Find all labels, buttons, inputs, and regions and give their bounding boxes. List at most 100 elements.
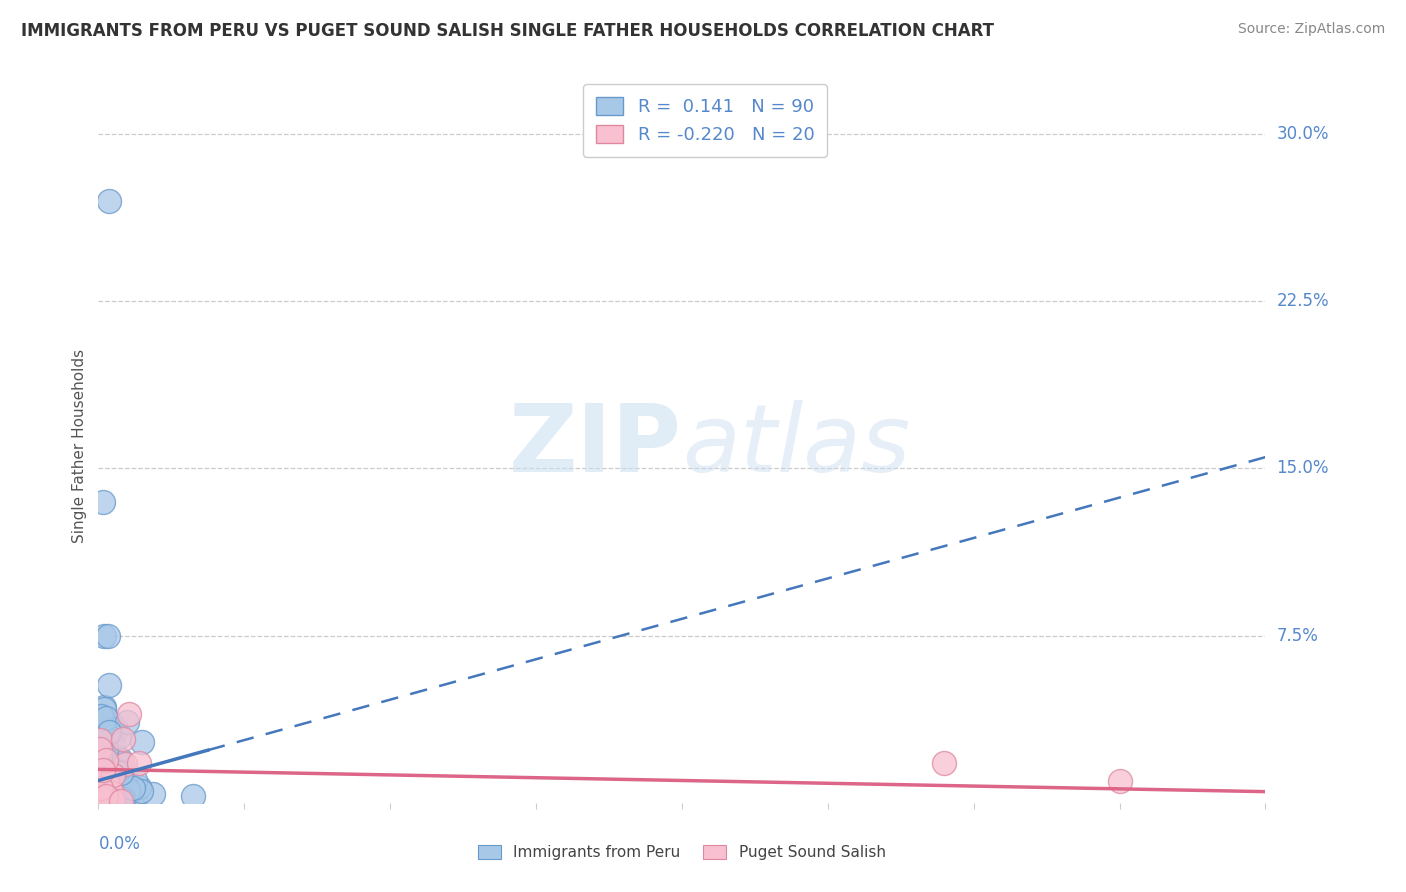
Point — [115, 714, 138, 729]
Point — [96, 783, 118, 797]
Text: 7.5%: 7.5% — [1277, 626, 1319, 645]
Text: 15.0%: 15.0% — [1277, 459, 1329, 477]
Point — [101, 768, 124, 782]
Point — [103, 737, 125, 751]
Point — [101, 786, 124, 800]
Point — [131, 735, 153, 749]
Point — [110, 785, 132, 799]
Point — [96, 753, 118, 767]
Point — [100, 715, 122, 730]
Point — [90, 780, 112, 795]
Point — [89, 779, 111, 793]
Point — [118, 706, 141, 721]
Point — [114, 756, 136, 771]
Point — [934, 756, 956, 770]
Point — [94, 780, 117, 795]
Point — [107, 730, 129, 744]
Point — [90, 789, 112, 804]
Point — [120, 784, 142, 798]
Point — [97, 628, 120, 642]
Point — [90, 791, 112, 805]
Point — [93, 794, 115, 808]
Point — [91, 789, 114, 803]
Point — [93, 768, 115, 782]
Point — [103, 767, 125, 781]
Point — [89, 786, 111, 800]
Point — [111, 732, 134, 747]
Point — [93, 794, 115, 808]
Point — [96, 786, 118, 800]
Point — [128, 756, 150, 770]
Text: 30.0%: 30.0% — [1277, 125, 1329, 143]
Point — [100, 774, 122, 789]
Point — [93, 702, 115, 716]
Y-axis label: Single Father Households: Single Father Households — [72, 349, 87, 543]
Point — [89, 764, 111, 779]
Point — [89, 786, 111, 800]
Point — [98, 725, 121, 739]
Point — [91, 753, 114, 767]
Point — [105, 750, 128, 764]
Point — [112, 774, 135, 789]
Point — [89, 747, 111, 761]
Text: 22.5%: 22.5% — [1277, 292, 1329, 310]
Point — [124, 794, 146, 808]
Point — [91, 790, 114, 805]
Point — [96, 777, 118, 791]
Point — [89, 732, 111, 747]
Point — [90, 708, 112, 723]
Point — [91, 779, 114, 793]
Point — [93, 699, 115, 714]
Point — [98, 794, 121, 808]
Point — [94, 767, 117, 781]
Point — [107, 793, 129, 807]
Point — [94, 789, 117, 803]
Point — [96, 743, 118, 757]
Point — [110, 766, 132, 780]
Point — [98, 721, 121, 735]
Point — [131, 783, 153, 797]
Point — [96, 792, 118, 806]
Point — [98, 792, 121, 806]
Point — [96, 772, 118, 787]
Point — [89, 742, 111, 756]
Point — [110, 794, 132, 808]
Point — [114, 765, 136, 780]
Point — [93, 751, 115, 765]
Point — [112, 792, 135, 806]
Point — [90, 794, 112, 808]
Point — [103, 775, 125, 789]
Point — [96, 769, 118, 783]
Point — [89, 794, 111, 808]
Point — [94, 711, 117, 725]
Point — [100, 782, 122, 797]
Point — [121, 781, 143, 796]
Point — [108, 779, 131, 793]
Point — [93, 784, 115, 798]
Point — [94, 786, 117, 800]
Point — [142, 787, 165, 801]
Point — [98, 764, 121, 779]
Point — [98, 781, 121, 796]
Text: 0.0%: 0.0% — [98, 835, 141, 853]
Point — [117, 782, 139, 797]
Point — [90, 790, 112, 805]
Point — [94, 777, 117, 791]
Point — [96, 783, 118, 797]
Point — [91, 756, 114, 770]
Point — [91, 763, 114, 777]
Point — [105, 764, 128, 779]
Point — [97, 194, 120, 208]
Point — [90, 785, 112, 799]
Point — [89, 786, 111, 800]
Point — [1108, 773, 1130, 788]
Point — [181, 789, 204, 804]
Point — [91, 761, 114, 775]
Point — [89, 793, 111, 807]
Point — [96, 794, 118, 808]
Text: Source: ZipAtlas.com: Source: ZipAtlas.com — [1237, 22, 1385, 37]
Point — [97, 678, 120, 692]
Text: ZIP: ZIP — [509, 400, 682, 492]
Point — [89, 756, 111, 770]
Point — [96, 728, 118, 742]
